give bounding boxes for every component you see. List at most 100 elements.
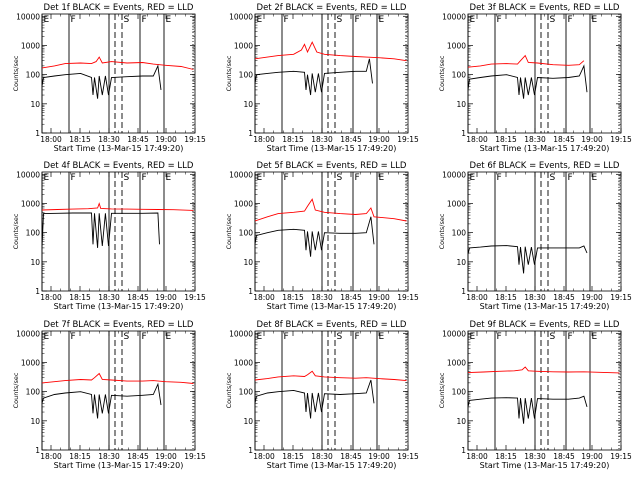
y-tick-label: 1000: [447, 199, 466, 208]
event-marker-label: E: [379, 332, 385, 342]
event-marker-label: F: [568, 173, 573, 183]
event-marker-label: S: [337, 15, 343, 25]
detector-panel-5: Det 5f BLACK = Events, RED = LLD 1 10 100 10…: [225, 161, 419, 311]
y-tick-label: 100: [452, 71, 467, 80]
y-tick-label: 10000: [442, 12, 466, 21]
y-tick-label: 1: [35, 129, 40, 138]
x-tick-label: 18:45: [553, 452, 575, 461]
x-tick-label: 19:00: [581, 135, 603, 144]
y-tick-label: 10000: [229, 12, 253, 21]
x-tick-label: 18:30: [98, 452, 120, 461]
x-tick-label: 18:15: [69, 452, 91, 461]
event-marker-label: E: [257, 173, 263, 183]
y-tick-label: 1: [248, 129, 253, 138]
x-tick-label: 18:15: [282, 135, 304, 144]
x-tick-label: 18:30: [311, 293, 333, 302]
x-tick-label: 19:00: [155, 452, 177, 461]
event-marker-label: E: [166, 15, 172, 25]
x-tick-label: 18:00: [466, 135, 488, 144]
event-marker-label: E: [470, 173, 476, 183]
lld-series-line: [42, 56, 194, 70]
x-tick-label: 18:30: [524, 293, 546, 302]
y-axis-label: Counts/sec: [12, 213, 20, 249]
event-marker-label: F: [284, 332, 289, 342]
y-tick-label: 1000: [21, 41, 40, 50]
event-marker-label: E: [166, 173, 172, 183]
y-tick-label: 100: [239, 388, 254, 397]
event-marker-label: E: [257, 15, 263, 25]
x-tick-label: 19:00: [581, 293, 603, 302]
lld-series-line: [255, 198, 407, 222]
y-tick-label: 1000: [234, 41, 253, 50]
lld-series-line: [42, 372, 194, 384]
x-tick-label: 18:30: [524, 135, 546, 144]
event-marker-label: F: [284, 173, 289, 183]
plot-frame: [254, 330, 409, 451]
y-tick-label: 10: [243, 417, 253, 426]
x-tick-label: 19:15: [184, 293, 206, 302]
y-tick-label: 10000: [229, 329, 253, 338]
events-series-line: [42, 382, 162, 419]
detector-panel-9: Det 9f BLACK = Events, RED = LLD 1 10 100 10…: [438, 320, 632, 470]
x-tick-label: 19:15: [610, 452, 632, 461]
lld-series-line: [255, 41, 407, 62]
y-tick-label: 1000: [21, 358, 40, 367]
events-series-line: [468, 395, 588, 424]
x-tick-label: 18:00: [40, 452, 62, 461]
y-tick-label: 100: [452, 229, 467, 238]
event-marker-label: E: [379, 15, 385, 25]
events-series-line: [255, 216, 375, 257]
event-marker-label: E: [592, 15, 598, 25]
panel-title: Det 9f BLACK = Events, RED = LLD: [470, 320, 620, 330]
x-axis-label: Start Time (13-Mar-15 17:49:20): [267, 461, 397, 470]
x-tick-label: 19:15: [610, 293, 632, 302]
x-tick-label: 18:45: [553, 135, 575, 144]
y-axis-label: Counts/sec: [438, 372, 446, 408]
x-tick-label: 18:45: [127, 135, 149, 144]
y-tick-label: 100: [239, 71, 254, 80]
x-tick-label: 18:00: [466, 293, 488, 302]
y-tick-label: 100: [239, 229, 254, 238]
y-tick-label: 100: [26, 229, 41, 238]
event-marker-label: S: [550, 332, 556, 342]
panel-title: Det 2f BLACK = Events, RED = LLD: [257, 3, 407, 13]
y-tick-label: 10: [456, 417, 466, 426]
x-tick-label: 18:30: [98, 135, 120, 144]
y-tick-label: 100: [26, 71, 41, 80]
x-tick-label: 18:30: [311, 452, 333, 461]
panel-title: Det 8f BLACK = Events, RED = LLD: [257, 320, 407, 330]
x-tick-label: 19:15: [184, 452, 206, 461]
x-axis-label: Start Time (13-Mar-15 17:49:20): [54, 461, 184, 470]
events-series-line: [255, 58, 373, 96]
plot-frame: [254, 13, 409, 134]
x-tick-label: 18:15: [69, 293, 91, 302]
event-marker-label: E: [44, 15, 50, 25]
detector-panel-6: Det 6f BLACK = Events, RED = LLD 1 10 100 10…: [438, 161, 632, 311]
event-marker-label: E: [44, 332, 50, 342]
event-marker-label: F: [497, 332, 502, 342]
events-series-line: [42, 212, 160, 248]
detector-panel-4: Det 4f BLACK = Events, RED = LLD 1 10 100 10…: [12, 161, 206, 311]
event-marker-label: S: [124, 15, 130, 25]
y-tick-label: 10: [30, 100, 40, 109]
x-tick-label: 18:15: [495, 135, 517, 144]
event-marker-label: S: [550, 173, 556, 183]
event-marker-label: F: [71, 15, 76, 25]
panel-title: Det 6f BLACK = Events, RED = LLD: [470, 161, 620, 171]
events-series-line: [468, 64, 588, 99]
y-tick-label: 10000: [229, 170, 253, 179]
event-marker-label: E: [470, 15, 476, 25]
events-series-line: [468, 245, 588, 274]
y-tick-label: 10: [456, 100, 466, 109]
x-tick-label: 19:15: [610, 135, 632, 144]
x-tick-label: 18:00: [253, 293, 275, 302]
x-tick-label: 18:15: [495, 452, 517, 461]
y-tick-label: 10: [30, 258, 40, 267]
detector-panel-7: Det 7f BLACK = Events, RED = LLD 1 10 100 10…: [12, 320, 206, 470]
x-tick-label: 18:30: [311, 135, 333, 144]
y-tick-label: 1000: [234, 199, 253, 208]
event-marker-label: F: [497, 173, 502, 183]
event-marker-label: E: [470, 332, 476, 342]
y-tick-label: 1: [248, 287, 253, 296]
